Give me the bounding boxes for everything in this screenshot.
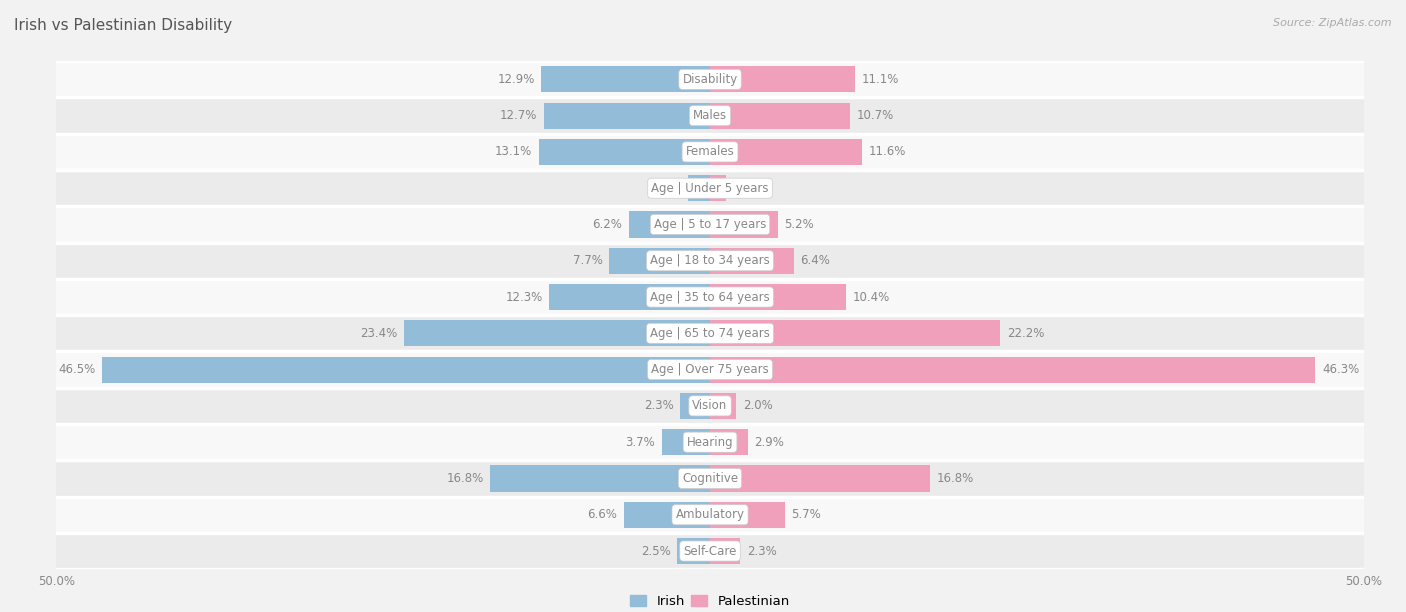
Bar bbox=[609, 248, 710, 274]
Text: 13.1%: 13.1% bbox=[495, 146, 533, 159]
Text: 7.7%: 7.7% bbox=[572, 254, 603, 267]
Bar bbox=[56, 242, 1364, 279]
Text: Disability: Disability bbox=[682, 73, 738, 86]
Text: Age | Over 75 years: Age | Over 75 years bbox=[651, 363, 769, 376]
Text: Cognitive: Cognitive bbox=[682, 472, 738, 485]
Text: 10.4%: 10.4% bbox=[852, 291, 890, 304]
Bar bbox=[56, 496, 1364, 533]
Bar bbox=[56, 460, 1364, 496]
Text: 6.6%: 6.6% bbox=[588, 508, 617, 521]
Text: 16.8%: 16.8% bbox=[447, 472, 484, 485]
Bar bbox=[710, 429, 748, 455]
Text: 23.4%: 23.4% bbox=[360, 327, 398, 340]
Text: 6.2%: 6.2% bbox=[592, 218, 623, 231]
Bar bbox=[710, 66, 855, 92]
Bar bbox=[538, 139, 710, 165]
Text: 2.9%: 2.9% bbox=[755, 436, 785, 449]
Text: 22.2%: 22.2% bbox=[1007, 327, 1045, 340]
Text: 3.7%: 3.7% bbox=[626, 436, 655, 449]
Text: 11.1%: 11.1% bbox=[862, 73, 898, 86]
Text: 12.9%: 12.9% bbox=[498, 73, 534, 86]
Bar bbox=[710, 465, 929, 491]
Bar bbox=[56, 424, 1364, 460]
Bar bbox=[103, 357, 710, 382]
Text: 1.7%: 1.7% bbox=[651, 182, 682, 195]
Legend: Irish, Palestinian: Irish, Palestinian bbox=[624, 589, 796, 612]
Text: Males: Males bbox=[693, 109, 727, 122]
Text: 6.4%: 6.4% bbox=[800, 254, 830, 267]
Bar bbox=[710, 211, 778, 237]
Bar bbox=[710, 103, 851, 129]
Bar bbox=[624, 502, 710, 528]
Text: 2.5%: 2.5% bbox=[641, 545, 671, 558]
Bar bbox=[56, 315, 1364, 351]
Bar bbox=[710, 284, 846, 310]
Bar bbox=[710, 357, 1316, 382]
Text: 2.3%: 2.3% bbox=[644, 400, 673, 412]
Bar bbox=[56, 279, 1364, 315]
Text: 2.0%: 2.0% bbox=[742, 400, 772, 412]
Text: 5.7%: 5.7% bbox=[792, 508, 821, 521]
Text: 12.7%: 12.7% bbox=[501, 109, 537, 122]
Bar bbox=[710, 320, 1000, 346]
Bar bbox=[544, 103, 710, 129]
Text: Age | 35 to 64 years: Age | 35 to 64 years bbox=[650, 291, 770, 304]
Bar bbox=[710, 139, 862, 165]
Bar bbox=[688, 175, 710, 201]
Text: 5.2%: 5.2% bbox=[785, 218, 814, 231]
Text: Irish vs Palestinian Disability: Irish vs Palestinian Disability bbox=[14, 18, 232, 34]
Bar bbox=[56, 533, 1364, 569]
Text: Females: Females bbox=[686, 146, 734, 159]
Bar bbox=[678, 538, 710, 564]
Text: 1.2%: 1.2% bbox=[733, 182, 762, 195]
Bar bbox=[681, 393, 710, 419]
Text: Self-Care: Self-Care bbox=[683, 545, 737, 558]
Bar bbox=[56, 388, 1364, 424]
Bar bbox=[56, 170, 1364, 206]
Text: Source: ZipAtlas.com: Source: ZipAtlas.com bbox=[1274, 18, 1392, 28]
Text: 11.6%: 11.6% bbox=[869, 146, 905, 159]
Bar bbox=[662, 429, 710, 455]
Bar bbox=[628, 211, 710, 237]
Text: 46.3%: 46.3% bbox=[1322, 363, 1360, 376]
Text: 16.8%: 16.8% bbox=[936, 472, 973, 485]
Bar bbox=[56, 206, 1364, 242]
Text: Vision: Vision bbox=[692, 400, 728, 412]
Text: Age | 5 to 17 years: Age | 5 to 17 years bbox=[654, 218, 766, 231]
Bar bbox=[56, 97, 1364, 134]
Bar bbox=[491, 465, 710, 491]
Text: 10.7%: 10.7% bbox=[856, 109, 894, 122]
Text: Age | Under 5 years: Age | Under 5 years bbox=[651, 182, 769, 195]
Bar bbox=[56, 351, 1364, 388]
Text: Age | 65 to 74 years: Age | 65 to 74 years bbox=[650, 327, 770, 340]
Text: 2.3%: 2.3% bbox=[747, 545, 776, 558]
Bar bbox=[710, 393, 737, 419]
Text: Age | 18 to 34 years: Age | 18 to 34 years bbox=[650, 254, 770, 267]
Text: 46.5%: 46.5% bbox=[58, 363, 96, 376]
Bar bbox=[710, 538, 740, 564]
Bar bbox=[56, 134, 1364, 170]
Bar bbox=[404, 320, 710, 346]
Text: Hearing: Hearing bbox=[686, 436, 734, 449]
Bar bbox=[710, 502, 785, 528]
Bar bbox=[56, 61, 1364, 97]
Text: Ambulatory: Ambulatory bbox=[675, 508, 745, 521]
Text: 12.3%: 12.3% bbox=[505, 291, 543, 304]
Bar bbox=[541, 66, 710, 92]
Bar bbox=[710, 248, 794, 274]
Bar bbox=[550, 284, 710, 310]
Bar bbox=[710, 175, 725, 201]
